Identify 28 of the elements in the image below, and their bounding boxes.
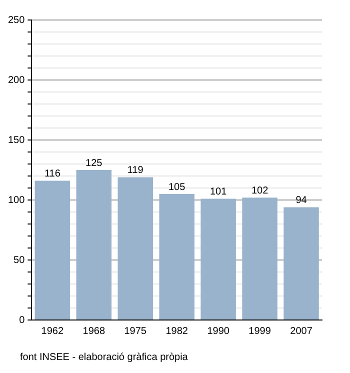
y-tick-label: 0 — [19, 314, 26, 326]
x-tick-label: 1999 — [248, 326, 272, 337]
data-label: 125 — [86, 158, 103, 169]
bar — [242, 198, 278, 320]
bar — [118, 177, 153, 320]
y-tick-label: 50 — [14, 254, 26, 266]
x-tick-label: 1982 — [166, 326, 188, 337]
x-tick-label: 1968 — [82, 326, 106, 337]
y-tick-label: 100 — [8, 194, 26, 206]
data-label: 119 — [127, 164, 144, 176]
bar — [159, 194, 194, 320]
bar — [76, 170, 112, 320]
x-tick-label: 1990 — [207, 326, 230, 337]
x-tick-label: 1962 — [41, 326, 64, 337]
x-tick-label: 1975 — [124, 326, 147, 337]
y-tick-label: 150 — [8, 134, 26, 146]
x-tick-label: 2007 — [290, 326, 313, 337]
y-tick-label: 250 — [8, 14, 26, 26]
data-label: 116 — [44, 168, 61, 180]
data-label: 94 — [296, 194, 308, 206]
text: font INSEE - elaboració gràfica pròpia — [20, 352, 188, 363]
y-tick-label: 200 — [8, 74, 26, 86]
data-label: 102 — [251, 185, 269, 196]
bar — [284, 207, 319, 320]
data-label: 105 — [168, 182, 186, 193]
bar — [34, 180, 70, 320]
bar — [200, 198, 236, 320]
data-label: 101 — [210, 186, 228, 198]
